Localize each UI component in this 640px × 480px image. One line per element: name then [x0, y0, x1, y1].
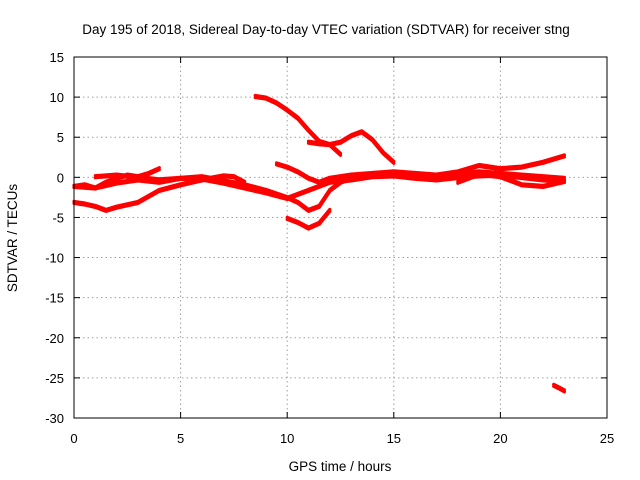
- y-tick-label: -30: [45, 411, 64, 426]
- series-track-h-band: [285, 209, 332, 231]
- y-tick-label: 15: [50, 50, 64, 65]
- y-tick-label: 10: [50, 90, 64, 105]
- series-track-i-band: [456, 173, 567, 189]
- x-tick-label: 15: [387, 431, 401, 446]
- x-axis-ticks: 0 5 10 15 20 25: [70, 57, 614, 446]
- x-axis-label: GPS time / hours: [289, 459, 392, 474]
- x-tick-label: 20: [493, 431, 507, 446]
- y-tick-label: 5: [57, 130, 64, 145]
- y-axis-label: SDTVAR / TECUs: [5, 184, 20, 293]
- y-tick-label: -5: [52, 210, 64, 225]
- series-track-i: [456, 171, 567, 187]
- y-tick-label: -10: [45, 251, 64, 266]
- y-tick-label: -25: [45, 371, 64, 386]
- x-tick-label: 25: [600, 431, 614, 446]
- series-track-f-band: [306, 141, 343, 157]
- series-track-j-band: [552, 384, 567, 394]
- x-tick-label: 5: [177, 431, 184, 446]
- series-track-b-band: [72, 175, 247, 213]
- x-tick-label: 10: [280, 431, 294, 446]
- y-axis-ticks: -30 -25 -20 -15 -10 -5 0 5 10 15: [45, 50, 607, 426]
- series-track-j: [552, 382, 567, 392]
- series-track-g-band: [274, 155, 567, 185]
- y-tick-label: 0: [57, 170, 64, 185]
- series-track-e-band: [253, 95, 396, 165]
- plot-frame: [73, 56, 608, 419]
- chart-title: Day 195 of 2018, Sidereal Day-to-day VTE…: [82, 22, 569, 37]
- y-tick-label: -20: [45, 331, 64, 346]
- series-track-g: [274, 153, 567, 183]
- series-group: [72, 93, 567, 394]
- y-tick-label: -15: [45, 291, 64, 306]
- series-track-b: [72, 173, 247, 211]
- grid: [74, 57, 607, 418]
- x-tick-label: 0: [70, 431, 77, 446]
